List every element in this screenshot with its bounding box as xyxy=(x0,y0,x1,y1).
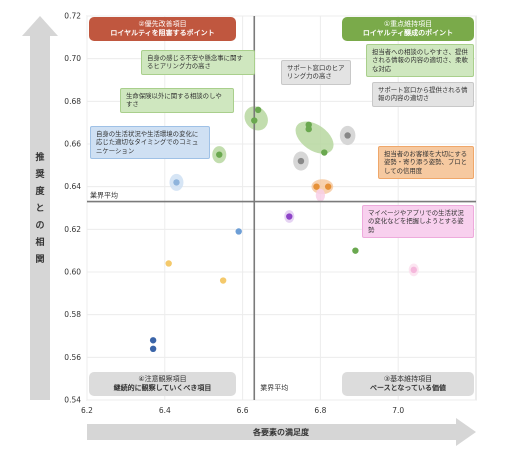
avg-vertical-label: 業界平均 xyxy=(260,383,288,392)
data-point xyxy=(321,149,328,156)
y-axis-label-char: 度 xyxy=(35,185,45,197)
data-point xyxy=(173,179,180,186)
quadrant-title: ①重点維持項目 xyxy=(383,20,433,28)
x-tick-label: 6.6 xyxy=(237,406,249,415)
x-axis-label: 各要素の満足度 xyxy=(252,427,310,437)
data-point xyxy=(410,266,417,274)
annotation-support-hearing: サポート窓口のヒアリング力の高さ xyxy=(281,60,351,85)
data-point xyxy=(305,125,312,133)
y-tick-label: 0.58 xyxy=(64,310,81,319)
x-tick-label: 6.8 xyxy=(314,406,326,415)
quadrant-subtitle: ロイヤルティを阻害するポイント xyxy=(110,28,215,37)
annotation-anxiety-hearing: 自身の感じる不安や懸念事に関するヒアリング力の高さ xyxy=(141,50,255,75)
data-point xyxy=(254,106,262,114)
highlight-ellipse xyxy=(315,188,326,202)
quadrant-title: ③基本維持項目 xyxy=(383,375,433,383)
y-tick-label: 0.54 xyxy=(64,396,81,405)
data-point xyxy=(324,183,332,190)
quadrant-priority-improve: ②優先改善項目 ロイヤルティを阻害するポイント xyxy=(89,17,236,41)
y-axis-label-char: 関 xyxy=(35,254,44,265)
y-axis-label-char: 奨 xyxy=(34,168,45,180)
y-tick-label: 0.60 xyxy=(64,268,81,277)
quadrant-title: ④注意観察項目 xyxy=(138,375,187,383)
data-point xyxy=(149,337,157,344)
data-point xyxy=(344,132,351,139)
highlight-ellipse xyxy=(295,121,334,154)
annotation-staff-consult: 担当者への相談のしやすさ、提供される情報の内容の適切さ、柔軟な対応 xyxy=(366,44,474,77)
data-point xyxy=(286,213,293,220)
y-tick-label: 0.62 xyxy=(64,225,81,234)
avg-horizontal-label: 業界平均 xyxy=(90,191,118,200)
data-point xyxy=(251,117,258,124)
y-axis-label-char: 相 xyxy=(35,236,44,248)
y-tick-label: 0.70 xyxy=(64,54,81,63)
y-tick-label: 0.56 xyxy=(64,353,81,362)
x-axis-arrow xyxy=(87,418,476,446)
annotation-non-insurance-consult: 生命保険以外に関する相談のしやすさ xyxy=(120,88,234,113)
x-tick-label: 6.4 xyxy=(159,406,171,415)
data-point xyxy=(216,151,223,158)
x-tick-label: 6.2 xyxy=(81,406,93,415)
data-point xyxy=(165,260,172,267)
annotation-timely-communication: 自身の生活状況や生活環境の変化に応じた適切なタイミングでのコミュニケーション xyxy=(90,126,210,159)
annotation-support-info: サポート窓口から提供される情報の内容の適切さ xyxy=(372,82,474,107)
data-point xyxy=(219,277,227,284)
quadrant-subtitle: ベースとなっている価値 xyxy=(369,383,447,392)
data-point xyxy=(313,183,320,190)
y-tick-label: 0.66 xyxy=(64,140,81,149)
y-axis-label-char: 推 xyxy=(35,151,44,163)
annotation-mypage-app: マイページやアプリでの生活状況の変化などを把握しようとする姿勢 xyxy=(362,205,474,238)
y-axis-label-char: の xyxy=(35,220,44,231)
quadrant-basic-maintain: ③基本維持項目 ベースとなっている価値 xyxy=(342,372,474,396)
data-point xyxy=(297,157,305,165)
x-tick-label: 7.0 xyxy=(392,406,404,415)
quadrant-subtitle: 継続的に観察していくべき項目 xyxy=(113,383,212,392)
data-point xyxy=(149,345,157,352)
highlight-ellipse xyxy=(311,179,334,195)
y-tick-label: 0.64 xyxy=(64,182,81,191)
y-tick-label: 0.72 xyxy=(64,12,81,21)
annotation-staff-attitude: 担当者のお客様を大切にする姿勢・寄り添う姿勢、プロとしての信用度 xyxy=(378,146,474,179)
y-axis-arrow xyxy=(22,16,58,400)
quadrant-key-maintain: ①重点維持項目 ロイヤルティ醸成のポイント xyxy=(342,17,474,41)
data-point xyxy=(235,228,242,235)
quadrant-subtitle: ロイヤルティ醸成のポイント xyxy=(362,28,454,37)
data-point xyxy=(352,247,359,254)
quadrant-title: ②優先改善項目 xyxy=(138,20,187,28)
y-tick-label: 0.68 xyxy=(64,97,81,106)
y-axis-label-char: と xyxy=(35,203,44,214)
quadrant-watch: ④注意観察項目 継続的に観察していくべき項目 xyxy=(89,372,236,396)
